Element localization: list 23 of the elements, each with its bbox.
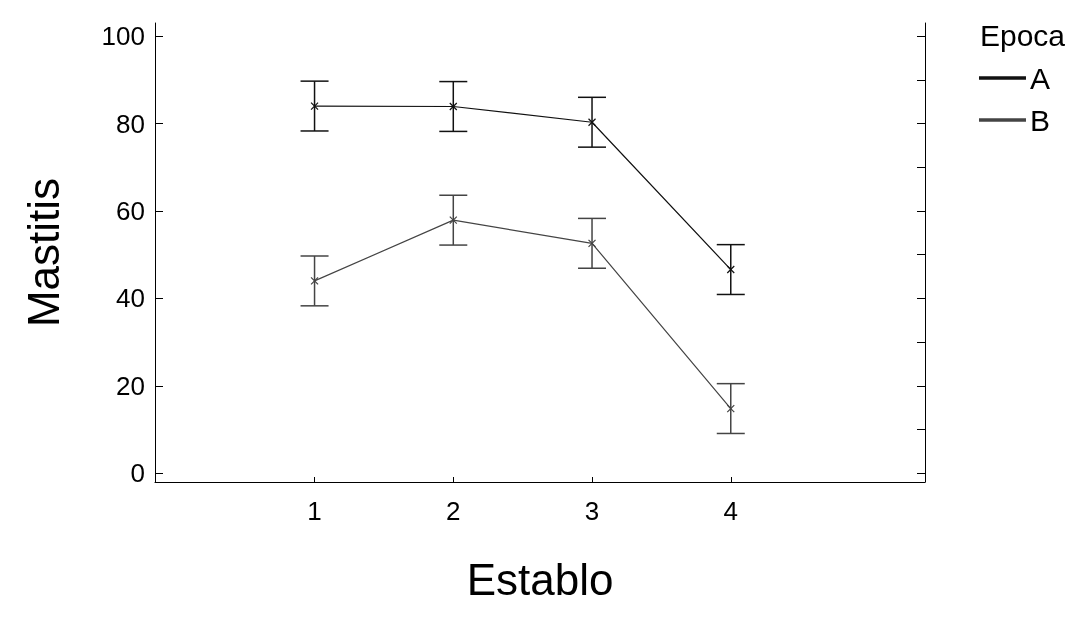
point bbox=[587, 239, 597, 248]
x-tick-label: 3 bbox=[584, 496, 600, 526]
point bbox=[310, 101, 319, 111]
point bbox=[449, 216, 458, 225]
point bbox=[587, 118, 597, 127]
y-tick-label: 80 bbox=[116, 108, 145, 139]
x-tick-label: 4 bbox=[723, 496, 738, 526]
point bbox=[726, 265, 735, 274]
point bbox=[726, 404, 735, 413]
point bbox=[310, 276, 319, 286]
y-tick-label: 0 bbox=[130, 458, 145, 489]
point bbox=[449, 102, 458, 111]
legend-label: B bbox=[1029, 103, 1051, 137]
x-tick-label: 1 bbox=[307, 496, 322, 526]
legend-title: Epoca bbox=[979, 18, 1066, 52]
y-tick-label: 40 bbox=[116, 283, 145, 314]
x-axis-title: Establo bbox=[466, 554, 614, 604]
x-tick-label: 2 bbox=[446, 496, 461, 526]
y-tick-label: 60 bbox=[116, 195, 145, 226]
y-axis-title: Mastitis bbox=[18, 177, 68, 328]
y-tick-label: 100 bbox=[101, 21, 145, 52]
legend-label: A bbox=[1029, 61, 1051, 95]
y-tick-label: 20 bbox=[116, 370, 145, 401]
